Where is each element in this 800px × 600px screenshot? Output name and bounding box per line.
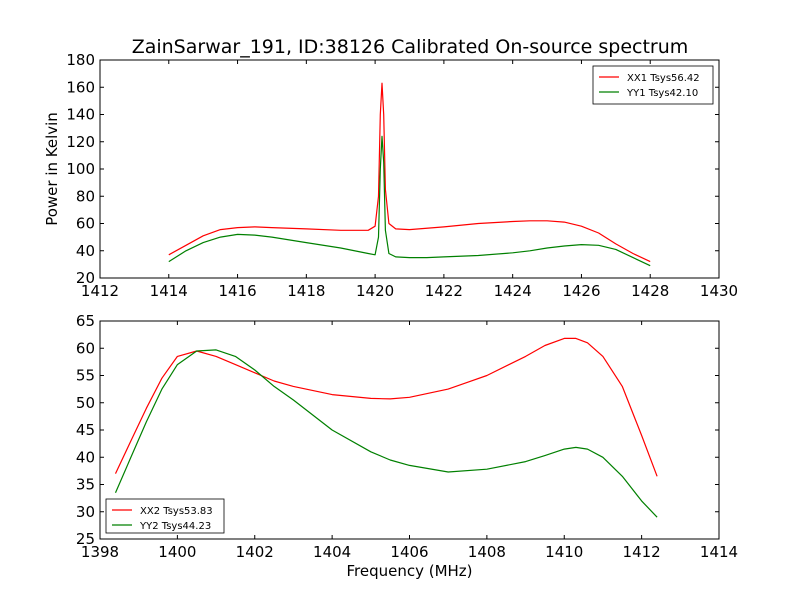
bottom-legend-box xyxy=(105,498,225,534)
top-x-tick-label: 1414 xyxy=(150,282,188,300)
bottom-legend-label-0: XX2 Tsys53.83 xyxy=(140,506,213,517)
bottom-y-tick-label: 60 xyxy=(76,339,95,357)
bottom-y-tick-label: 25 xyxy=(76,530,95,548)
bottom-x-tick-label: 1402 xyxy=(236,543,274,561)
bottom-y-tick-label: 30 xyxy=(76,503,95,521)
bottom-y-tick-label: 65 xyxy=(76,312,95,330)
top-y-tick-label: 140 xyxy=(66,106,95,124)
top-y-tick-label: 80 xyxy=(76,187,95,205)
top-x-tick-label: 1424 xyxy=(494,282,532,300)
bottom-series-line-1 xyxy=(114,349,658,518)
bottom-x-tick-label: 1410 xyxy=(545,543,583,561)
bottom-y-tick-label: 55 xyxy=(76,367,95,385)
top-y-tick-label: 100 xyxy=(66,160,95,178)
top-y-tick-label: 120 xyxy=(66,133,95,151)
top-y-tick-label: 160 xyxy=(66,78,95,96)
top-plot: 1412 1414 1416 1418 1420 1422 1424 1426 1428 1430… xyxy=(43,51,738,300)
top-x-tick-label: 1426 xyxy=(562,282,600,300)
top-y-tick-label: 60 xyxy=(76,215,95,233)
top-x-tick-label: 1430 xyxy=(700,282,738,300)
top-y-tick-label: 40 xyxy=(76,242,95,260)
bottom-x-axis-label: Frequency (MHz) xyxy=(346,562,472,580)
top-y-tick-label: 180 xyxy=(66,51,95,69)
bottom-plot: 1398 1400 1402 1404 1406 1408 1410 1412 1414 25 30… xyxy=(76,312,738,580)
bottom-x-tick-label: 1406 xyxy=(390,543,428,561)
top-x-tick-label: 1418 xyxy=(287,282,325,300)
top-y-axis-label: Power in Kelvin xyxy=(43,112,61,226)
bottom-x-tick-label: 1398 xyxy=(81,543,119,561)
top-x-tick-label: 1420 xyxy=(356,282,394,300)
bottom-x-tick-label: 1404 xyxy=(313,543,351,561)
bottom-y-tick-label: 35 xyxy=(76,476,95,494)
top-legend-label-1: YY1 Tsys42.10 xyxy=(626,88,698,99)
top-x-tick-label: 1412 xyxy=(81,282,119,300)
bottom-series-line-0 xyxy=(114,337,658,477)
top-series-line-0 xyxy=(168,82,651,263)
bottom-y-tick-label: 45 xyxy=(76,421,95,439)
chart-title: ZainSarwar_191, ID:38126 Calibrated On-s… xyxy=(132,36,689,58)
top-y-tick-label: 20 xyxy=(76,269,95,287)
bottom-legend-label-1: YY2 Tsys44.23 xyxy=(139,521,211,532)
bottom-y-tick-label: 50 xyxy=(76,394,95,412)
top-legend-label-0: XX1 Tsys56.42 xyxy=(627,73,700,84)
bottom-x-tick-label: 1408 xyxy=(468,543,506,561)
top-x-tick-label: 1428 xyxy=(631,282,669,300)
bottom-x-tick-label: 1400 xyxy=(158,543,196,561)
top-legend-box xyxy=(592,65,714,105)
bottom-x-tick-label: 1412 xyxy=(623,543,661,561)
top-x-tick-label: 1422 xyxy=(425,282,463,300)
bottom-y-tick-label: 40 xyxy=(76,448,95,466)
bottom-x-tick-label: 1414 xyxy=(700,543,738,561)
top-x-tick-label: 1416 xyxy=(218,282,256,300)
top-series-line-1 xyxy=(168,135,651,267)
